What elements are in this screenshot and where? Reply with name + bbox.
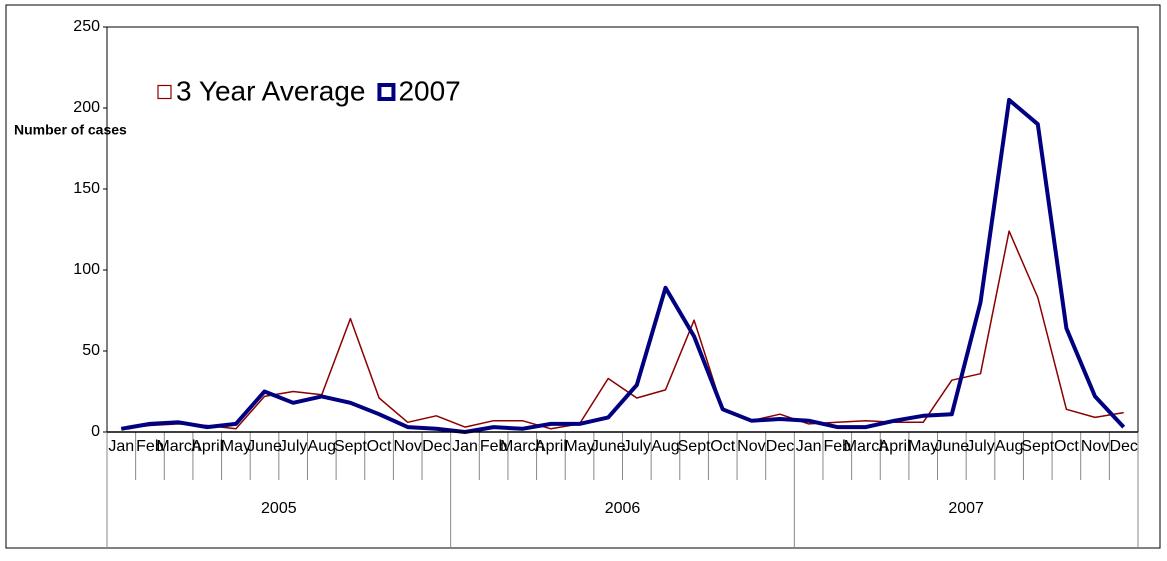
legend-swatch [157,84,172,100]
x-tick-label: March [844,438,888,455]
x-tick-label: June [934,438,969,455]
x-tick-label: March [500,438,544,455]
x-tick-label: Aug [995,438,1023,455]
x-tick-label: Feb [136,438,164,455]
legend-label: 2007 [398,75,460,106]
x-tick-label: Sept [1021,438,1054,455]
x-tick-label: May [564,438,594,455]
x-tick-label: Oct [710,438,735,455]
x-tick-label: Sept [334,438,367,455]
x-tick-label: May [221,438,251,455]
y-tick-label: 150 [73,180,100,197]
y-tick-label: 50 [82,342,100,359]
y-axis-label: Number of cases [14,122,127,138]
x-tick-label: Dec [766,438,794,455]
x-tick-label: March [156,438,200,455]
x-tick-label: April [191,438,223,455]
x-tick-label: Oct [1054,438,1079,455]
x-tick-label: Jan [796,438,822,455]
x-tick-label: Aug [308,438,336,455]
series-line [120,97,1126,434]
x-tick-label: Feb [480,438,508,455]
x-tick-label: May [908,438,938,455]
x-tick-label: Nov [737,438,765,455]
x-tick-label: July [966,438,994,455]
x-tick-label: Dec [1109,438,1137,455]
y-tick-label: 100 [73,261,100,278]
group-label: 2006 [605,500,641,517]
series-line [121,230,1124,430]
chart-border [5,4,1161,549]
x-tick-label: June [247,438,282,455]
x-tick-label: Jan [108,438,134,455]
x-tick-label: Dec [422,438,450,455]
group-label: 2005 [261,500,297,517]
x-tick-label: April [879,438,911,455]
x-tick-label: April [535,438,567,455]
x-tick-label: Feb [824,438,852,455]
y-tick-label: 250 [73,18,100,35]
x-tick-label: Aug [651,438,679,455]
x-tick-label: June [591,438,626,455]
group-label: 2007 [948,500,984,517]
x-tick-label: Sept [678,438,711,455]
x-tick-label: July [279,438,307,455]
y-tick-label: 0 [91,423,100,440]
legend-swatch [377,83,396,101]
x-tick-label: Jan [452,438,478,455]
x-tick-label: Nov [393,438,421,455]
x-tick-label: July [623,438,651,455]
x-tick-label: Oct [367,438,392,455]
y-tick-label: 200 [73,99,100,116]
x-tick-label: Nov [1081,438,1109,455]
legend-label: 3 Year Average [176,75,365,106]
